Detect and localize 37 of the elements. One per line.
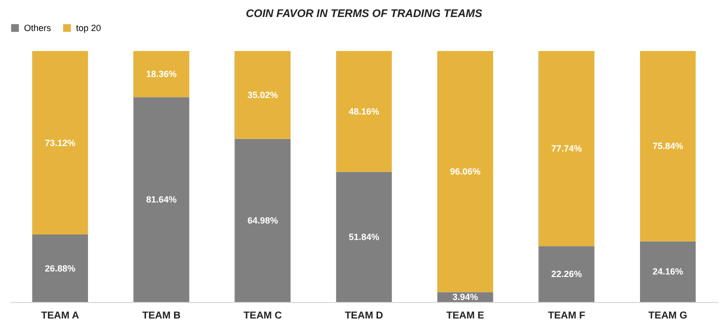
bar [538,51,594,246]
bar [336,51,392,172]
data-label: 22.26% [551,269,582,280]
bar [640,51,696,242]
legend-label: top 20 [76,23,102,33]
bar [32,234,88,302]
data-label: 64.98% [247,215,278,226]
x-tick-label: TEAM A [41,310,80,322]
x-tick-label: TEAM C [244,310,282,322]
x-tick-label: TEAM B [142,310,181,322]
bar [32,51,88,235]
legend-label: Others [24,23,52,33]
data-label: 73.12% [44,138,76,148]
bar [234,51,291,139]
x-tick-label: TEAM G [648,310,688,322]
data-label: 81.64% [146,194,177,205]
data-label: 96.06% [450,166,481,177]
x-tick-label: TEAM D [344,310,384,322]
data-label: 24.16% [652,266,684,277]
bar [134,51,190,98]
data-label: 77.74% [551,144,582,154]
data-label: 35.02% [247,90,278,100]
data-label: 48.16% [348,106,380,116]
x-tick-label: TEAM F [548,310,586,322]
bar [538,246,594,302]
data-label: 3.94% [452,292,478,302]
bar [640,241,696,302]
data-label: 18.36% [146,69,177,80]
data-label: 26.88% [44,263,76,274]
bar [336,172,392,302]
data-label: 75.84% [652,141,684,152]
bar [234,138,291,302]
bar [134,97,190,302]
data-label: 51.84% [348,232,380,242]
x-tick-label: TEAM E [446,310,485,322]
chart-title: COIN FAVOR IN TERMS OF TRADING TEAMS [246,8,483,20]
bar [437,51,494,292]
